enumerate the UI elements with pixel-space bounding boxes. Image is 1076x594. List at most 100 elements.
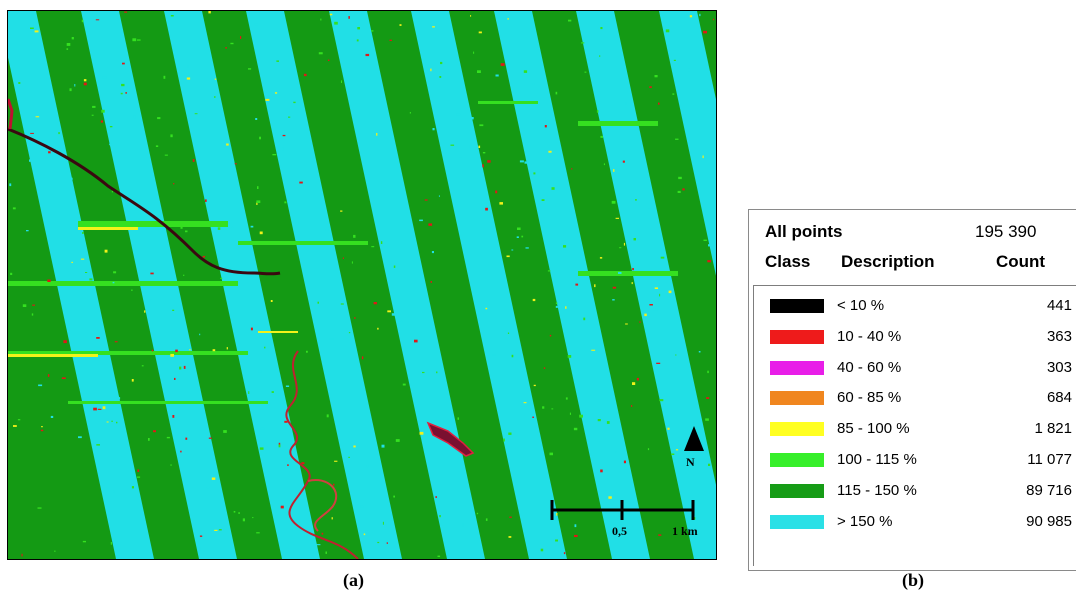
speckle — [508, 432, 512, 435]
speckle — [647, 448, 650, 451]
speckle — [256, 532, 260, 534]
speckle — [532, 83, 535, 86]
speckle — [492, 354, 496, 356]
stream-feature — [285, 350, 359, 559]
legend-swatch — [770, 329, 824, 344]
speckle — [628, 245, 630, 247]
speckle — [28, 282, 31, 285]
classification-map: N 0,5 1 km — [7, 10, 717, 560]
speckle — [612, 299, 615, 301]
speckle — [636, 377, 639, 381]
speckle — [106, 421, 109, 423]
speckle — [519, 160, 524, 163]
moisture-band — [258, 331, 298, 333]
speckle — [507, 332, 510, 334]
speckle — [170, 353, 174, 357]
speckle — [137, 469, 140, 472]
speckle — [186, 77, 191, 80]
legend-count: 303 — [1046, 358, 1072, 376]
speckle — [424, 429, 428, 433]
speckle — [376, 133, 378, 136]
speckle — [667, 427, 670, 430]
speckle — [233, 511, 236, 513]
speckle — [551, 408, 554, 410]
speckle — [597, 419, 601, 422]
speckle — [288, 116, 291, 118]
speckle — [439, 515, 441, 518]
speckle — [654, 75, 658, 78]
speckle — [599, 257, 603, 259]
speckle — [230, 42, 234, 45]
speckle — [340, 210, 343, 212]
speckle — [615, 217, 619, 219]
speckle — [706, 397, 710, 399]
speckle — [608, 496, 612, 499]
speckle — [121, 83, 125, 87]
speckle — [639, 321, 641, 323]
speckle — [365, 53, 370, 57]
speckle — [175, 349, 178, 353]
speckle — [157, 117, 161, 120]
speckle — [199, 547, 201, 551]
speckle — [437, 555, 441, 557]
speckle — [317, 301, 319, 304]
scale-label-mid: 0,5 — [612, 524, 627, 538]
speckle — [250, 327, 253, 331]
speckle — [606, 421, 610, 424]
speckle — [137, 39, 141, 41]
speckle — [304, 180, 307, 183]
speckle — [430, 68, 432, 72]
speckle — [259, 447, 264, 450]
speckle — [575, 283, 579, 286]
speckle — [297, 222, 299, 224]
speckle — [272, 154, 277, 156]
speckle — [689, 15, 693, 18]
speckle — [600, 135, 603, 138]
speckle — [377, 327, 379, 330]
speckle — [179, 366, 182, 370]
vegetation-band — [78, 221, 228, 227]
map-speckle — [8, 11, 716, 559]
speckle — [430, 281, 432, 283]
speckle — [480, 205, 484, 208]
speckle — [166, 436, 170, 439]
speckle — [101, 109, 105, 113]
legend-row: 100 - 115 % 11 077 — [754, 450, 1076, 470]
speckle — [170, 464, 172, 466]
speckle — [26, 230, 29, 232]
speckle — [172, 309, 175, 311]
speckle — [282, 134, 286, 137]
speckle — [551, 187, 555, 190]
speckle — [67, 239, 69, 242]
speckle — [599, 55, 601, 57]
speckle — [707, 370, 709, 374]
speckle — [111, 420, 113, 422]
speckle — [258, 370, 262, 373]
speckle — [240, 36, 242, 39]
speckle — [61, 377, 66, 379]
speckle — [424, 199, 428, 201]
speckle — [212, 349, 216, 352]
speckle — [660, 256, 665, 259]
speckle — [257, 186, 259, 189]
speckle — [703, 239, 707, 241]
speckle — [477, 70, 481, 73]
speckle — [563, 552, 566, 555]
water-stripe — [576, 11, 716, 559]
legend-swatch — [770, 299, 824, 313]
speckle — [321, 532, 324, 535]
speckle — [256, 200, 261, 203]
speckle — [231, 226, 234, 228]
speckle — [623, 242, 625, 246]
legend-swatch — [770, 422, 824, 437]
speckle — [163, 75, 166, 79]
speckle — [521, 235, 524, 238]
speckle — [612, 286, 617, 289]
speckle — [543, 367, 546, 369]
speckle — [507, 18, 509, 20]
speckle — [40, 429, 44, 432]
speckle — [284, 201, 287, 204]
speckle — [150, 272, 154, 275]
speckle — [623, 460, 626, 464]
speckle — [132, 38, 137, 42]
